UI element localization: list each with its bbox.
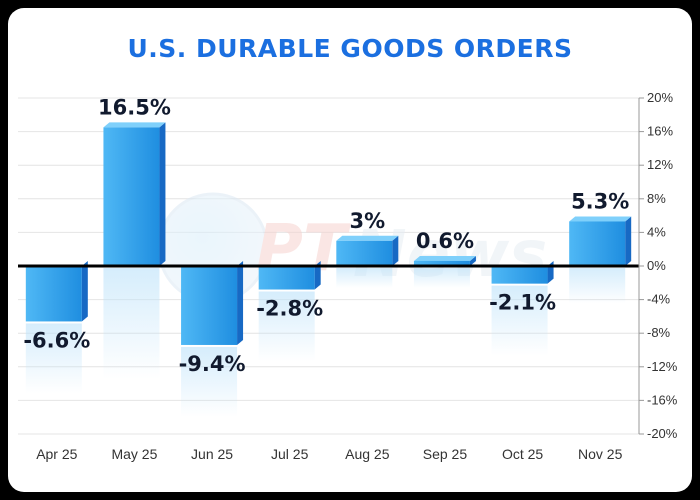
x-tick-label: Jun 25 bbox=[191, 446, 233, 462]
bar-1 bbox=[25, 261, 88, 394]
bar-front bbox=[336, 240, 393, 266]
bar-3 bbox=[181, 261, 244, 417]
bar-6 bbox=[413, 255, 476, 288]
bar-top bbox=[413, 255, 476, 261]
y-tick-label: 12% bbox=[647, 157, 673, 172]
bar-front bbox=[181, 266, 238, 345]
data-label: 0.6% bbox=[416, 229, 474, 253]
bar-side bbox=[314, 261, 321, 290]
data-label: -6.6% bbox=[23, 328, 90, 352]
bar-reflection bbox=[25, 323, 82, 394]
bar-side bbox=[625, 216, 632, 266]
y-tick-label: -12% bbox=[647, 359, 678, 374]
bar-2 bbox=[103, 122, 166, 379]
y-tick-label: 4% bbox=[647, 224, 666, 239]
y-tick-label: 16% bbox=[647, 124, 673, 139]
bar-front bbox=[258, 266, 315, 290]
bar-front bbox=[103, 127, 160, 267]
chart-title: U.S. DURABLE GOODS ORDERS bbox=[127, 34, 573, 63]
bar-side bbox=[81, 261, 88, 322]
bar-side bbox=[392, 235, 399, 266]
bar-reflection bbox=[413, 268, 470, 288]
bar-4 bbox=[258, 261, 321, 362]
bar-reflection bbox=[336, 268, 393, 289]
x-axis: Apr 25 May 25 Jun 25 Jul 25 Aug 25 Sep 25 Oct … bbox=[36, 446, 622, 462]
y-tick-label: 8% bbox=[647, 191, 666, 206]
x-tick-label: Oct 25 bbox=[502, 446, 543, 462]
bar-chart: PT News 20%16%12%8%4%0%-4%-8%-12%-16%-20… bbox=[18, 90, 678, 462]
y-tick-label: -8% bbox=[647, 325, 671, 340]
bar-front bbox=[491, 266, 548, 284]
y-tick-label: -16% bbox=[647, 392, 678, 407]
bar-reflection bbox=[103, 268, 160, 379]
y-axis: 20% 16% 12% 8% 4% 0% -4% -8% -12% -16% -20% bbox=[638, 90, 678, 441]
bar-reflection bbox=[569, 268, 626, 304]
bar-8 bbox=[569, 216, 632, 304]
bar-side bbox=[159, 122, 166, 267]
data-label: -9.4% bbox=[179, 352, 246, 376]
bar-top bbox=[336, 235, 399, 241]
bar-top bbox=[103, 122, 166, 128]
data-label: -2.8% bbox=[256, 297, 323, 321]
y-tick-label: -4% bbox=[647, 292, 671, 307]
y-tick-label: -20% bbox=[647, 426, 678, 441]
x-tick-label: Apr 25 bbox=[36, 446, 77, 462]
bar-top bbox=[569, 216, 632, 222]
data-label: 16.5% bbox=[98, 95, 171, 119]
x-tick-label: Aug 25 bbox=[345, 446, 390, 462]
bar-reflection bbox=[258, 291, 315, 362]
y-tick-label: 20% bbox=[647, 90, 673, 105]
bar-side bbox=[469, 255, 476, 266]
bar-side bbox=[547, 261, 554, 284]
x-tick-label: Nov 25 bbox=[578, 446, 623, 462]
value-labels: -6.6% 16.5% -9.4% -2.8% 3% 0.6% -2.1% 5.3% bbox=[23, 95, 629, 376]
data-label: -2.1% bbox=[489, 291, 556, 315]
bar-front bbox=[25, 266, 82, 322]
data-label: 3% bbox=[349, 209, 385, 233]
bar-5 bbox=[336, 235, 399, 289]
bar-front bbox=[569, 221, 626, 266]
x-tick-label: Sep 25 bbox=[423, 446, 468, 462]
bar-front bbox=[413, 260, 470, 266]
data-label: 5.3% bbox=[571, 189, 629, 213]
bar-reflection bbox=[491, 285, 548, 356]
bars bbox=[18, 122, 639, 417]
x-tick-label: Jul 25 bbox=[271, 446, 309, 462]
chart-frame: U.S. DURABLE GOODS ORDERS PT News 20% 16%… bbox=[8, 8, 692, 492]
y-tick-label: 0% bbox=[647, 258, 666, 273]
bar-side bbox=[237, 261, 244, 345]
bar-reflection bbox=[181, 346, 238, 417]
x-tick-label: May 25 bbox=[111, 446, 157, 462]
